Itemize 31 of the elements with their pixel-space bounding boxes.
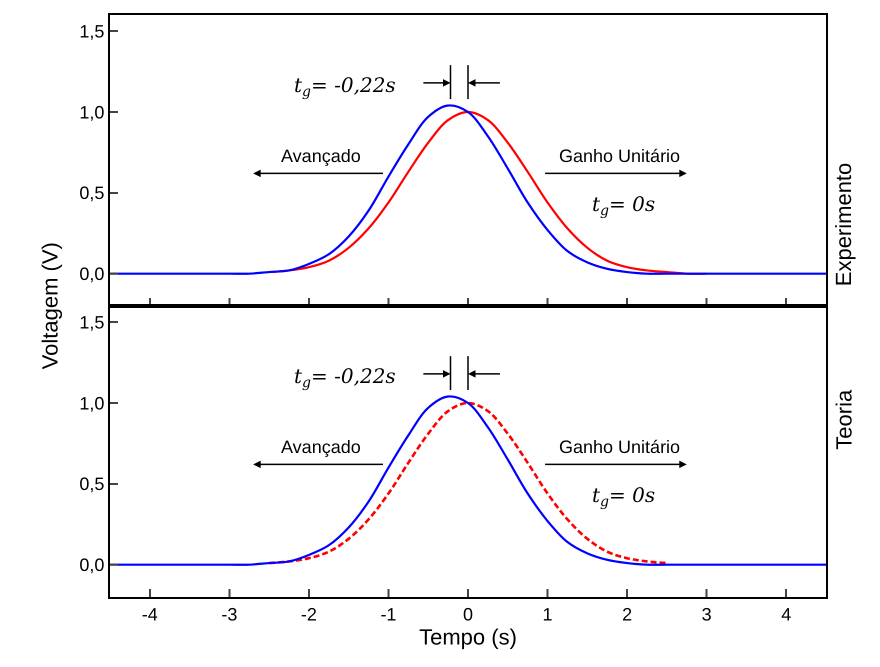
x-tick-label: 0 [462, 604, 474, 625]
annotation: t$_{g}$= -0,22s [294, 364, 396, 392]
x-tick-label: 1 [542, 604, 553, 625]
line-series [110, 395, 826, 566]
y-tick-label: 0,5 [79, 474, 104, 494]
y-tick-label: 1,0 [79, 102, 104, 122]
y-tick-label: 0,0 [79, 554, 104, 575]
x-tick-label: 2 [622, 604, 632, 625]
annotation: Ganho Unitário [559, 437, 680, 457]
y-axis-title: Voltagem (V) [37, 242, 62, 370]
annotation: t$_{g}$= 0s [592, 483, 656, 510]
y-tick-label: 0,5 [79, 183, 104, 204]
x-tick-label: -3 [221, 604, 238, 625]
y-tick-label: 1,5 [79, 21, 104, 42]
annotation: Avançado [281, 437, 361, 457]
x-axis-title: Tempo (s) [419, 624, 517, 650]
annotation: Ganho Unitário [559, 146, 680, 166]
y-tick-label: 0,0 [79, 264, 104, 284]
x-tick-label: -1 [380, 604, 396, 625]
x-tick-label: 3 [702, 604, 712, 625]
line-series [110, 104, 826, 275]
text: Teoria [832, 389, 857, 450]
x-tick-label: 4 [781, 604, 792, 625]
annotation: t$_{g}$= 0s [592, 192, 656, 220]
text: Experimento [831, 162, 856, 286]
y-tick-label: 1,5 [79, 312, 104, 332]
annotation: t$_{g}$= -0,22s [294, 73, 396, 100]
x-tick-label: -2 [300, 604, 317, 625]
annotation: Avançado [281, 146, 361, 166]
y-tick-label: 1,0 [79, 393, 104, 414]
x-tick-label: -4 [142, 604, 158, 625]
